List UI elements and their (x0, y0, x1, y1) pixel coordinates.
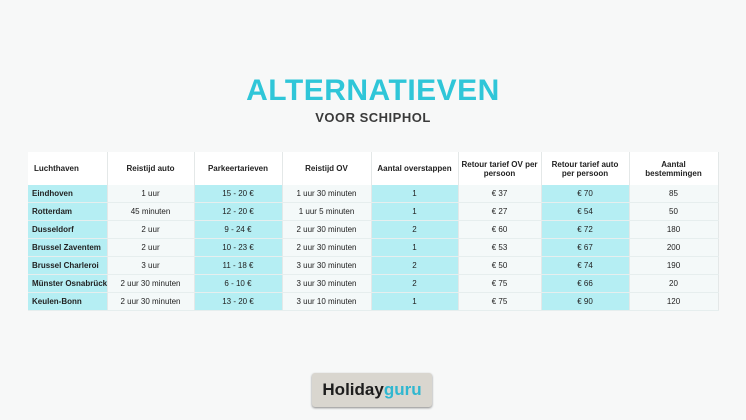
column-header: Retour tarief auto per persoon (541, 152, 630, 185)
column-header: Retour tarief OV per persoon (458, 152, 542, 185)
table-cell: 2 uur 30 minuten (107, 274, 195, 293)
table-cell: Dusseldorf (28, 220, 108, 239)
column-header: Aantal bestemmingen (629, 152, 719, 185)
table-cell: 1 uur (107, 185, 195, 203)
logo-text: Holiday (322, 380, 384, 399)
table-cell: € 50 (458, 256, 542, 275)
table-cell: € 37 (458, 185, 542, 203)
table-cell: 85 (629, 185, 719, 203)
table-cell: 11 - 18 € (194, 256, 283, 275)
logo: Holidayguru (312, 373, 432, 407)
table-cell: 15 - 20 € (194, 185, 283, 203)
header-row: Luchthaven Reistijd auto Parkeertarieven Re… (28, 152, 719, 185)
table-cell: 2 uur (107, 238, 195, 257)
table-cell: 3 uur 30 minuten (282, 256, 372, 275)
table-cell: 2 (371, 274, 459, 293)
column-header: Aantal overstappen (371, 152, 459, 185)
table-cell: 13 - 20 € (194, 292, 283, 311)
table-cell: 6 - 10 € (194, 274, 283, 293)
table-row: Brussel Zaventem 2 uur 10 - 23 €2 uur 30 m… (28, 238, 719, 257)
table-row: Eindhoven 1 uur 15 - 20 €1 uur 30 minuten 1… (28, 185, 719, 203)
table-cell: 2 uur 30 minuten (282, 220, 372, 239)
table-row: Münster Osnabrück 2 uur 30 minuten 6 - 10 … (28, 274, 719, 293)
subtitle: VOOR SCHIPHOL (315, 110, 431, 125)
table-cell: € 74 (541, 256, 630, 275)
table-cell: 1 (371, 202, 459, 221)
comparison-table: Luchthaven Reistijd auto Parkeertarieven Re… (28, 152, 719, 311)
column-header: Parkeertarieven (194, 152, 283, 185)
table-cell: 2 (371, 220, 459, 239)
table-cell: 190 (629, 256, 719, 275)
column-header: Luchthaven (28, 152, 108, 185)
table-cell: 3 uur (107, 256, 195, 275)
table-cell: 1 uur 5 minuten (282, 202, 372, 221)
table-cell: 200 (629, 238, 719, 257)
table-cell: 1 uur 30 minuten (282, 185, 372, 203)
table-cell: € 60 (458, 220, 542, 239)
column-header: Reistijd OV (282, 152, 372, 185)
table-cell: 1 (371, 185, 459, 203)
table-body: Eindhoven 1 uur 15 - 20 €1 uur 30 minuten 1… (28, 185, 719, 311)
table-row: Dusseldorf 2 uur 9 - 24 €2 uur 30 minuten 2… (28, 220, 719, 239)
table-cell: € 75 (458, 274, 542, 293)
table-cell: € 66 (541, 274, 630, 293)
table-cell: € 67 (541, 238, 630, 257)
table-cell: 10 - 23 € (194, 238, 283, 257)
table-cell: 20 (629, 274, 719, 293)
table-cell: 3 uur 30 minuten (282, 274, 372, 293)
table-cell: Brussel Zaventem (28, 238, 108, 257)
table-cell: € 54 (541, 202, 630, 221)
table-cell: 1 (371, 238, 459, 257)
table-cell: € 90 (541, 292, 630, 311)
table-row: Keulen-Bonn 2 uur 30 minuten 13 - 20 €3 uu… (28, 292, 719, 311)
table-cell: 50 (629, 202, 719, 221)
table-cell: 120 (629, 292, 719, 311)
table-cell: Brussel Charleroi (28, 256, 108, 275)
table-cell: 12 - 20 € (194, 202, 283, 221)
table-cell: 2 uur 30 minuten (107, 292, 195, 311)
column-header: Reistijd auto (107, 152, 195, 185)
table-cell: Eindhoven (28, 185, 108, 203)
table-cell: 9 - 24 € (194, 220, 283, 239)
table-cell: 1 (371, 292, 459, 311)
table-cell: Rotterdam (28, 202, 108, 221)
table-cell: € 27 (458, 202, 542, 221)
table-cell: 2 uur 30 minuten (282, 238, 372, 257)
table-cell: 2 (371, 256, 459, 275)
table-cell: € 75 (458, 292, 542, 311)
table-cell: 2 uur (107, 220, 195, 239)
logo-text: guru (383, 380, 422, 399)
table-cell: 3 uur 10 minuten (282, 292, 372, 311)
table-cell: Keulen-Bonn (28, 292, 108, 311)
table-cell: Münster Osnabrück (28, 274, 108, 293)
title: ALTERNATIEVEN (246, 74, 500, 107)
table-cell: € 72 (541, 220, 630, 239)
table-cell: € 70 (541, 185, 630, 203)
table-cell: 45 minuten (107, 202, 195, 221)
table-cell: € 53 (458, 238, 542, 257)
table-row: Brussel Charleroi 3 uur 11 - 18 €3 uur 30 … (28, 256, 719, 275)
table-head: Luchthaven Reistijd auto Parkeertarieven Re… (28, 152, 719, 185)
table-cell: 180 (629, 220, 719, 239)
table-row: Rotterdam 45 minuten 12 - 20 €1 uur 5 minu… (28, 202, 719, 221)
